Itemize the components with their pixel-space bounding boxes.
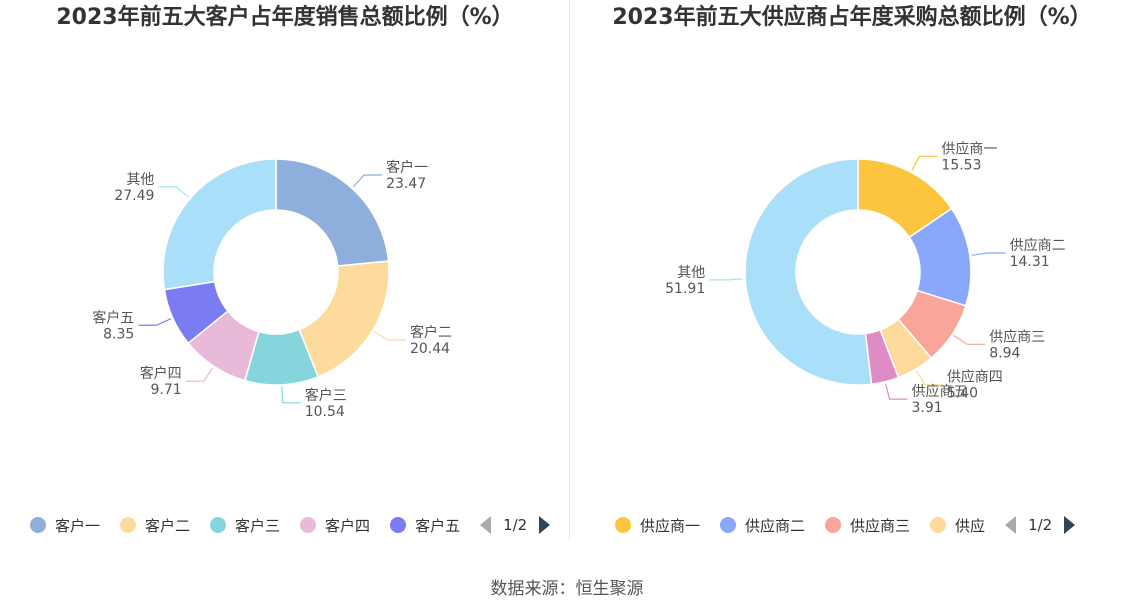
legend-item[interactable]: 供应 — [930, 515, 985, 536]
slice-value-label: 8.35 — [103, 326, 134, 342]
legend-swatch — [930, 517, 947, 533]
slice-name-label: 供应商四 — [947, 369, 1003, 386]
legend-label: 供应商三 — [850, 516, 911, 535]
customer-legend: 客户一 客户二 客户三 客户四 客户五 1/2 — [30, 512, 551, 538]
legend-swatch — [120, 517, 137, 533]
slice-name-label: 客户一 — [386, 159, 428, 176]
legend-item[interactable]: 供应商一 — [615, 515, 700, 536]
leader-line — [916, 370, 943, 386]
legend-item[interactable]: 客户四 — [300, 515, 370, 536]
supplier-legend-items: 供应商一 供应商二 供应商三 供应 — [615, 515, 1005, 536]
legend-prev-arrow-icon[interactable] — [1005, 516, 1017, 534]
customer-chart-title: 2023年前五大客户占年度销售总额比例（%） — [56, 5, 514, 30]
slice-name-label: 供应商三 — [989, 328, 1045, 345]
supplier-legend-page: 1/2 — [1028, 516, 1053, 534]
legend-swatch — [210, 517, 227, 533]
leader-line — [158, 186, 189, 198]
slice-value-label: 23.47 — [386, 176, 426, 192]
legend-item[interactable]: 客户五 — [390, 515, 460, 536]
legend-item[interactable]: 供应商二 — [720, 515, 805, 536]
pie-slice[interactable] — [744, 158, 873, 386]
slice-name-label: 客户三 — [305, 387, 347, 404]
legend-label: 客户二 — [145, 516, 191, 535]
slice-value-label: 8.94 — [989, 345, 1020, 361]
legend-swatch — [825, 517, 842, 533]
legend-label: 客户三 — [235, 516, 281, 535]
slice-value-label: 10.54 — [305, 404, 345, 420]
slice-name-label: 供应商五 — [912, 383, 968, 400]
leader-line — [373, 331, 406, 341]
slice-name-label: 供应商二 — [1010, 237, 1066, 254]
legend-label: 供应商二 — [745, 516, 806, 535]
supplier-chart-panel: 2023年前五大供应商占年度采购总额比例（%） 供应商一 15.53 供应商二 14.… — [567, 0, 1134, 560]
panel-divider — [569, 0, 570, 540]
leader-line — [352, 174, 383, 188]
pie-slice[interactable] — [298, 260, 390, 378]
leader-line — [911, 155, 938, 171]
legend-swatch — [30, 517, 46, 533]
leader-line — [971, 252, 1006, 256]
legend-item[interactable]: 客户一 — [30, 515, 100, 536]
leader-line — [185, 367, 214, 382]
legend-label: 客户四 — [325, 516, 371, 535]
slice-value-label: 15.53 — [941, 157, 981, 173]
legend-next-arrow-icon[interactable] — [539, 516, 551, 534]
legend-label: 供应 — [955, 516, 986, 535]
legend-item[interactable]: 客户三 — [210, 515, 280, 536]
slice-name-label: 客户五 — [92, 309, 134, 326]
legend-swatch — [300, 517, 317, 533]
data-source-note: 数据来源：恒生聚源 — [490, 579, 644, 599]
leader-line — [885, 383, 908, 400]
legend-item[interactable]: 客户二 — [120, 515, 190, 536]
slice-name-label: 客户四 — [140, 365, 182, 382]
leader-line — [953, 334, 986, 345]
pie-slice[interactable] — [162, 158, 277, 291]
customer-chart-panel: 2023年前五大客户占年度销售总额比例（%） 客户一 23.47 客户二 20.44 客… — [0, 0, 567, 560]
leader-line — [138, 318, 172, 326]
supplier-legend-pager: 1/2 — [1005, 516, 1076, 534]
slice-name-label: 其他 — [677, 265, 705, 281]
customer-legend-page: 1/2 — [503, 516, 528, 534]
slice-value-label: 14.31 — [1010, 254, 1050, 270]
legend-next-arrow-icon[interactable] — [1064, 516, 1076, 534]
leader-line — [709, 278, 744, 281]
supplier-chart-title: 2023年前五大供应商占年度采购总额比例（%） — [612, 5, 1092, 30]
slice-value-label: 3.91 — [912, 400, 943, 416]
supplier-legend: 供应商一 供应商二 供应商三 供应 1/2 — [615, 512, 1076, 538]
customer-legend-items: 客户一 客户二 客户三 客户四 客户五 — [30, 515, 480, 536]
slice-value-label: 51.91 — [665, 281, 705, 297]
legend-item[interactable]: 供应商三 — [825, 515, 910, 536]
legend-label: 客户一 — [55, 516, 101, 535]
leader-line — [281, 386, 301, 404]
legend-swatch — [615, 517, 631, 533]
slice-name-label: 其他 — [126, 172, 154, 188]
customer-legend-pager: 1/2 — [480, 516, 551, 534]
slice-name-label: 供应商一 — [941, 140, 997, 157]
slice-name-label: 客户二 — [410, 324, 452, 341]
slice-value-label: 20.44 — [410, 341, 450, 357]
slice-value-label: 5.40 — [947, 386, 978, 402]
legend-prev-arrow-icon[interactable] — [480, 516, 492, 534]
pie-slice[interactable] — [275, 158, 390, 267]
legend-swatch — [390, 517, 407, 533]
legend-label: 客户五 — [415, 516, 461, 535]
legend-swatch — [720, 517, 737, 533]
slice-value-label: 27.49 — [114, 188, 154, 204]
legend-label: 供应商一 — [640, 516, 701, 535]
slice-value-label: 9.71 — [151, 382, 182, 398]
